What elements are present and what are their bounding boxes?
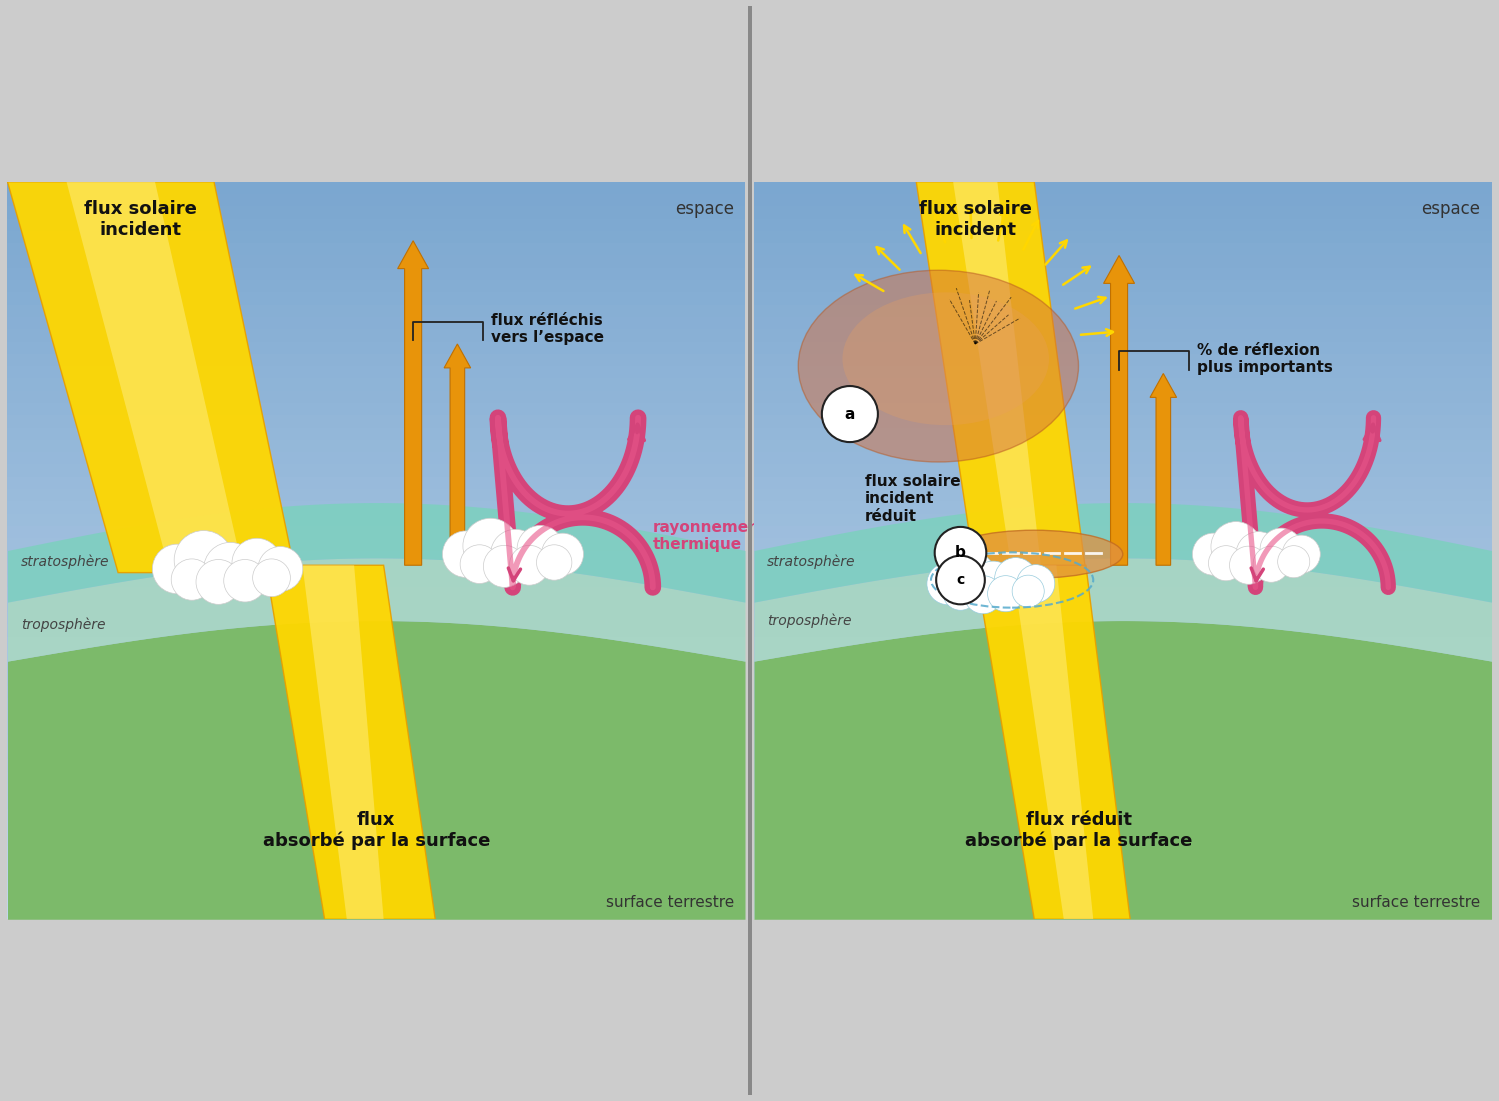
Circle shape [946,552,995,601]
Circle shape [460,545,499,584]
Circle shape [1012,575,1045,608]
Circle shape [153,544,202,593]
Text: a: a [844,406,854,422]
Polygon shape [303,565,384,919]
Ellipse shape [799,270,1078,462]
Text: flux réfléchis
vers l’espace: flux réfléchis vers l’espace [490,313,604,346]
Circle shape [463,519,519,574]
Text: b: b [955,545,965,560]
Circle shape [937,556,985,604]
Circle shape [174,531,234,590]
Circle shape [490,530,540,579]
Text: flux réduit
absorbé par la surface: flux réduit absorbé par la surface [965,811,1192,850]
Circle shape [970,562,1016,607]
Circle shape [537,545,573,580]
Circle shape [1282,535,1321,574]
Text: surface terrestre: surface terrestre [1352,895,1481,911]
Circle shape [483,545,526,587]
Polygon shape [397,241,429,565]
Circle shape [1253,546,1289,582]
Circle shape [1192,533,1235,575]
Text: troposphère: troposphère [21,617,105,632]
Polygon shape [265,565,435,919]
Text: espace: espace [1421,200,1481,218]
Text: espace: espace [675,200,735,218]
Polygon shape [444,344,471,565]
Text: flux solaire
incident: flux solaire incident [84,200,196,239]
Circle shape [964,576,1003,613]
Circle shape [204,543,256,596]
Circle shape [926,563,968,604]
Text: % de réflexion
plus importants: % de réflexion plus importants [1196,342,1333,375]
Polygon shape [1103,255,1135,565]
Circle shape [253,559,291,597]
Circle shape [1261,528,1303,570]
Circle shape [196,559,241,604]
Circle shape [510,545,549,585]
Circle shape [988,576,1024,612]
Circle shape [541,533,583,575]
Polygon shape [916,182,1085,573]
Circle shape [1229,546,1268,585]
Text: troposphère: troposphère [767,613,851,628]
Circle shape [995,557,1037,600]
Text: surface terrestre: surface terrestre [606,895,735,911]
Text: flux solaire
incident
réduit: flux solaire incident réduit [865,473,961,524]
Circle shape [258,546,303,591]
Polygon shape [7,182,295,573]
Circle shape [1237,532,1282,577]
Polygon shape [66,182,243,573]
Ellipse shape [946,531,1123,578]
Text: rayonnement
thermique: rayonnement thermique [654,520,767,552]
Circle shape [943,575,977,610]
Circle shape [935,527,986,578]
Circle shape [1277,546,1310,578]
Circle shape [232,538,282,588]
Circle shape [517,525,564,571]
Circle shape [1208,546,1244,580]
Circle shape [821,386,878,443]
Text: c: c [956,573,965,587]
Circle shape [171,559,213,600]
Circle shape [1016,565,1055,602]
Circle shape [442,531,489,577]
Polygon shape [1012,565,1093,919]
Ellipse shape [842,293,1049,425]
Circle shape [1211,522,1261,571]
Text: flux solaire
incident: flux solaire incident [919,200,1031,239]
Polygon shape [1150,373,1177,565]
Polygon shape [976,565,1130,919]
Polygon shape [953,182,1042,573]
Circle shape [223,559,267,602]
Text: stratosphère: stratosphère [21,554,109,569]
Text: stratosphère: stratosphère [767,554,856,569]
Text: flux
absorbé par la surface: flux absorbé par la surface [262,811,490,850]
